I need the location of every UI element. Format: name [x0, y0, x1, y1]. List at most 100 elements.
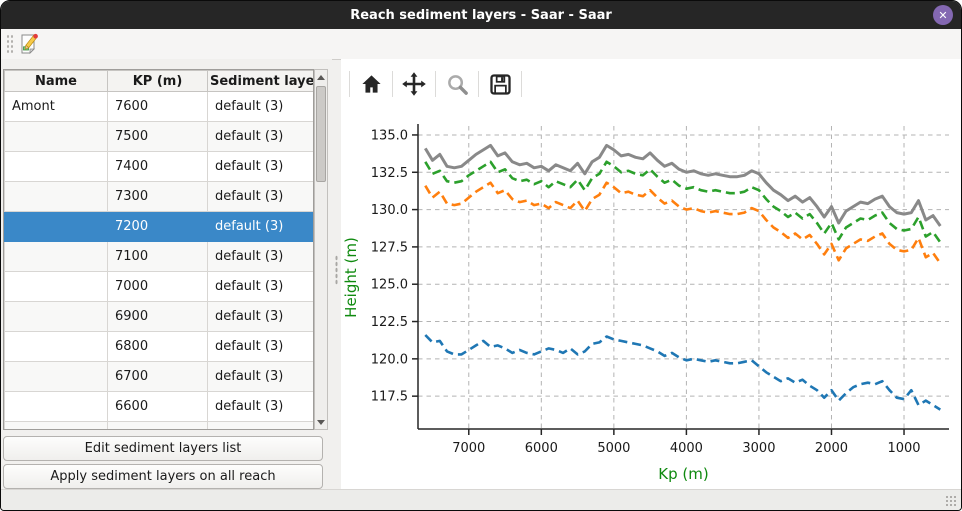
- home-view-button[interactable]: [358, 71, 384, 97]
- scroll-up-button[interactable]: [315, 70, 327, 84]
- table-row[interactable]: 7100 default (3): [4, 241, 313, 272]
- edit-sediment-layers-button[interactable]: Edit sediment layers list: [3, 436, 323, 461]
- cell-name[interactable]: [4, 121, 108, 152]
- resize-grip-icon[interactable]: [945, 495, 957, 507]
- svg-text:4000: 4000: [670, 441, 703, 456]
- cell-layers[interactable]: default (3): [207, 391, 313, 422]
- svg-text:2000: 2000: [815, 441, 848, 456]
- cell-name[interactable]: [4, 151, 108, 182]
- sediment-table: Name KP (m) Sediment layers Amont7600def…: [3, 69, 314, 430]
- panel-splitter[interactable]: [332, 59, 341, 489]
- cell-name[interactable]: [4, 241, 108, 272]
- status-bar: [1, 489, 961, 510]
- apply-sediment-layers-button[interactable]: Apply sediment layers on all reach: [3, 464, 323, 489]
- y-axis-label: Height (m): [342, 237, 360, 318]
- table-row[interactable]: 6900 default (3): [4, 301, 313, 332]
- close-x-icon: ✕: [938, 8, 948, 22]
- svg-text:7000: 7000: [452, 441, 485, 456]
- scrollbar-thumb[interactable]: [316, 86, 326, 182]
- sediment-list-panel: Name KP (m) Sediment layers Amont7600def…: [1, 59, 332, 489]
- cell-kp[interactable]: 6900: [107, 301, 208, 332]
- cell-kp[interactable]: 7600: [107, 91, 208, 122]
- cell-layers[interactable]: default (3): [207, 211, 313, 242]
- svg-text:1000: 1000: [887, 441, 920, 456]
- cell-layers[interactable]: default (3): [207, 91, 313, 122]
- svg-text:3000: 3000: [742, 441, 775, 456]
- svg-text:130.0: 130.0: [371, 203, 408, 218]
- svg-text:122.5: 122.5: [371, 315, 408, 330]
- cell-layers[interactable]: default (3): [207, 301, 313, 332]
- zoom-rect-button[interactable]: [444, 71, 470, 97]
- scroll-down-arrow-icon: [317, 419, 325, 425]
- cell-name[interactable]: [4, 301, 108, 332]
- svg-text:127.5: 127.5: [371, 240, 408, 255]
- cell-name[interactable]: [4, 181, 108, 212]
- cell-kp[interactable]: 7500: [107, 121, 208, 152]
- column-header-kp[interactable]: KP (m): [107, 70, 208, 92]
- cell-layers[interactable]: default (3): [207, 151, 313, 182]
- close-button[interactable]: ✕: [933, 5, 953, 25]
- cell-kp[interactable]: 6800: [107, 331, 208, 362]
- svg-text:125.0: 125.0: [371, 278, 408, 293]
- cell-layers[interactable]: default (3): [207, 121, 313, 152]
- toolbar-drag-handle-icon[interactable]: [6, 34, 13, 54]
- cell-layers[interactable]: default (3): [207, 361, 313, 392]
- table-row[interactable]: 6800 default (3): [4, 331, 313, 362]
- chart-toolbar: [341, 69, 530, 99]
- cell-kp[interactable]: 6600: [107, 391, 208, 422]
- table-row[interactable]: 7000 default (3): [4, 271, 313, 302]
- svg-text:6000: 6000: [525, 441, 558, 456]
- apply-sediment-layers-label: Apply sediment layers on all reach: [50, 469, 276, 484]
- cell-layers[interactable]: default (3): [207, 271, 313, 302]
- table-row[interactable]: 7300 default (3): [4, 181, 313, 212]
- scroll-down-button[interactable]: [315, 415, 327, 429]
- table-row-partial[interactable]: [4, 421, 313, 429]
- edit-sediment-layers-label: Edit sediment layers list: [84, 441, 242, 456]
- window-title: Reach sediment layers - Saar - Saar: [350, 7, 612, 23]
- table-row[interactable]: Amont 7600 default (3): [4, 91, 313, 122]
- chart-canvas[interactable]: 135.0 132.5 130.0 127.5 125.0 122.5 120.0 117.5…: [341, 107, 961, 489]
- edit-note-icon: [21, 33, 38, 54]
- svg-text:117.5: 117.5: [371, 390, 408, 405]
- svg-text:120.0: 120.0: [371, 352, 408, 367]
- cell-kp[interactable]: 7300: [107, 181, 208, 212]
- splitter-handle-icon: [335, 255, 338, 285]
- cell-layers[interactable]: default (3): [207, 331, 313, 362]
- app-toolbar: [1, 29, 961, 60]
- cell-name[interactable]: [4, 271, 108, 302]
- titlebar[interactable]: Reach sediment layers - Saar - Saar ✕: [1, 1, 961, 29]
- table-row[interactable]: 6600 default (3): [4, 391, 313, 422]
- cell-kp[interactable]: 7100: [107, 241, 208, 272]
- svg-text:132.5: 132.5: [371, 166, 408, 181]
- edit-sediment-toolbar-button[interactable]: [17, 32, 41, 56]
- floppy-save-icon: [489, 73, 511, 95]
- pan-button[interactable]: [401, 71, 427, 97]
- home-icon: [361, 74, 381, 93]
- cell-name[interactable]: [4, 331, 108, 362]
- table-row[interactable]: 6700 default (3): [4, 361, 313, 392]
- table-scrollbar[interactable]: [314, 69, 328, 430]
- cell-kp[interactable]: 7200: [107, 211, 208, 242]
- svg-text:135.0: 135.0: [371, 128, 408, 143]
- cell-name[interactable]: Amont: [4, 91, 108, 122]
- cell-name[interactable]: [4, 361, 108, 392]
- svg-text:5000: 5000: [597, 441, 630, 456]
- save-figure-button[interactable]: [487, 71, 513, 97]
- column-header-name[interactable]: Name: [4, 70, 108, 92]
- magnifier-icon: [447, 74, 468, 95]
- table-row[interactable]: 7200 default (3): [4, 211, 313, 242]
- table-row[interactable]: 7500 default (3): [4, 121, 313, 152]
- cell-name[interactable]: [4, 391, 108, 422]
- column-header-sediment-layers[interactable]: Sediment layers: [207, 70, 313, 92]
- cell-kp[interactable]: 7400: [107, 151, 208, 182]
- table-row[interactable]: 7400 default (3): [4, 151, 313, 182]
- cell-kp[interactable]: 7000: [107, 271, 208, 302]
- pan-arrows-icon: [402, 72, 426, 96]
- x-axis-label: Kp (m): [658, 465, 708, 483]
- cell-kp[interactable]: 6700: [107, 361, 208, 392]
- cell-layers[interactable]: default (3): [207, 241, 313, 272]
- scroll-up-arrow-icon: [317, 74, 325, 80]
- cell-layers[interactable]: default (3): [207, 181, 313, 212]
- cell-name[interactable]: [4, 211, 108, 242]
